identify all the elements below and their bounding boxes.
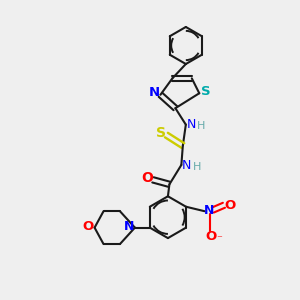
Text: O: O bbox=[82, 220, 94, 233]
Text: N: N bbox=[187, 118, 196, 131]
Text: N: N bbox=[124, 220, 134, 232]
Text: O: O bbox=[141, 171, 153, 185]
Text: N: N bbox=[182, 159, 191, 172]
Text: N: N bbox=[204, 203, 214, 217]
Text: ⁻: ⁻ bbox=[216, 234, 222, 244]
Text: O: O bbox=[205, 230, 216, 243]
Text: N: N bbox=[148, 86, 159, 99]
Text: S: S bbox=[201, 85, 211, 98]
Text: S: S bbox=[156, 126, 166, 140]
Text: O: O bbox=[224, 199, 236, 212]
Text: H: H bbox=[193, 162, 201, 172]
Text: H: H bbox=[197, 121, 206, 131]
